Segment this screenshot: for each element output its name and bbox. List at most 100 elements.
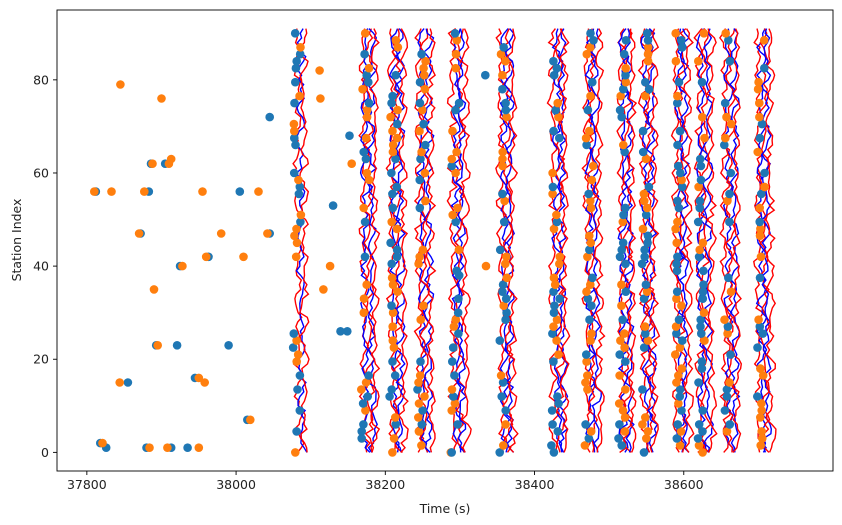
pick-point — [586, 280, 595, 290]
pick-point — [288, 343, 298, 352]
pick-point — [296, 210, 306, 220]
pick-point — [415, 371, 425, 380]
pick-point — [454, 294, 463, 304]
pick-point — [289, 119, 299, 129]
pick-point — [616, 91, 625, 101]
pick-point — [586, 43, 595, 52]
pick-point — [694, 182, 703, 192]
pick-point — [698, 294, 708, 304]
pick-point — [291, 77, 300, 87]
pick-point — [391, 154, 400, 164]
pick-point — [295, 371, 305, 380]
pick-point — [587, 175, 597, 185]
pick-point — [586, 427, 596, 436]
pick-point — [417, 147, 426, 157]
pick-point — [721, 29, 730, 38]
pick-point — [362, 280, 372, 290]
pick-point — [697, 329, 706, 338]
pick-point — [357, 434, 367, 443]
pick-point — [619, 140, 628, 150]
pick-point-orange — [163, 443, 172, 453]
waveform-trace — [556, 28, 569, 453]
pick-point — [291, 252, 301, 262]
pick-point — [693, 217, 703, 227]
pick-point — [698, 427, 707, 436]
pick-point-orange — [157, 94, 166, 103]
pick-point — [389, 434, 399, 443]
pick-point — [620, 413, 630, 422]
pick-point — [290, 231, 299, 241]
pick-point — [695, 203, 704, 213]
pick-point — [757, 399, 766, 408]
waveform-trace — [647, 28, 661, 453]
pick-point — [388, 308, 398, 318]
pick-point — [672, 294, 681, 304]
pick-point — [499, 217, 509, 227]
pick-point — [501, 315, 510, 325]
pick-point — [615, 350, 624, 359]
pick-point-blue — [328, 201, 338, 210]
pick-point — [725, 189, 734, 199]
pick-point — [674, 315, 684, 325]
pick-point — [555, 133, 564, 143]
pick-point — [721, 133, 730, 143]
pick-point — [416, 357, 425, 366]
waveform-trace — [397, 28, 409, 453]
pick-point — [415, 98, 425, 108]
pick-point — [451, 105, 460, 115]
pick-point — [364, 77, 373, 87]
pick-point-orange — [216, 229, 226, 238]
pick-point — [614, 399, 624, 408]
pick-point — [583, 252, 592, 262]
pick-point — [360, 252, 370, 262]
pick-point — [289, 329, 299, 338]
waveform-trace — [637, 28, 650, 453]
waveform-trace — [558, 28, 571, 453]
pick-point — [554, 112, 563, 122]
pick-point — [415, 77, 425, 87]
pick-point — [755, 231, 765, 241]
pick-point — [585, 231, 594, 241]
pick-point — [639, 294, 649, 304]
pick-point — [753, 392, 762, 401]
pick-point — [549, 448, 559, 457]
pick-point — [391, 70, 401, 80]
pick-point — [502, 252, 511, 262]
pick-point — [694, 252, 704, 262]
pick-point — [724, 36, 733, 45]
waveform-trace — [731, 28, 743, 453]
pick-point — [588, 77, 597, 87]
pick-point — [581, 378, 590, 387]
pick-point — [581, 420, 590, 429]
pick-point — [699, 280, 708, 290]
pick-point — [672, 287, 682, 297]
pick-point — [451, 63, 461, 73]
pick-point — [619, 210, 628, 220]
waveform-trace — [506, 28, 519, 453]
pick-point — [414, 399, 424, 408]
waveform-trace — [675, 28, 688, 453]
x-axis-ticks: 37800 38000 38200 38400 38600 — [67, 471, 704, 492]
pick-point — [722, 427, 732, 436]
pick-point — [621, 63, 630, 73]
pick-point-blue — [343, 327, 352, 336]
waveform-trace — [761, 28, 773, 453]
pick-point — [451, 49, 461, 59]
pick-point — [362, 70, 372, 80]
pick-point — [501, 105, 511, 115]
pick-point — [547, 441, 556, 450]
pick-point — [295, 49, 305, 59]
pick-point — [720, 140, 729, 150]
pick-point-orange — [116, 80, 125, 89]
pick-point — [675, 343, 685, 352]
pick-point-blue — [447, 448, 457, 457]
pick-point — [421, 56, 430, 66]
pick-point — [700, 336, 709, 345]
pick-point-orange — [194, 373, 204, 383]
pick-point — [498, 84, 507, 94]
pick-point — [621, 70, 630, 80]
pick-point — [755, 217, 764, 227]
pick-point — [448, 126, 457, 136]
pick-point — [696, 315, 705, 325]
pick-point — [673, 420, 682, 429]
